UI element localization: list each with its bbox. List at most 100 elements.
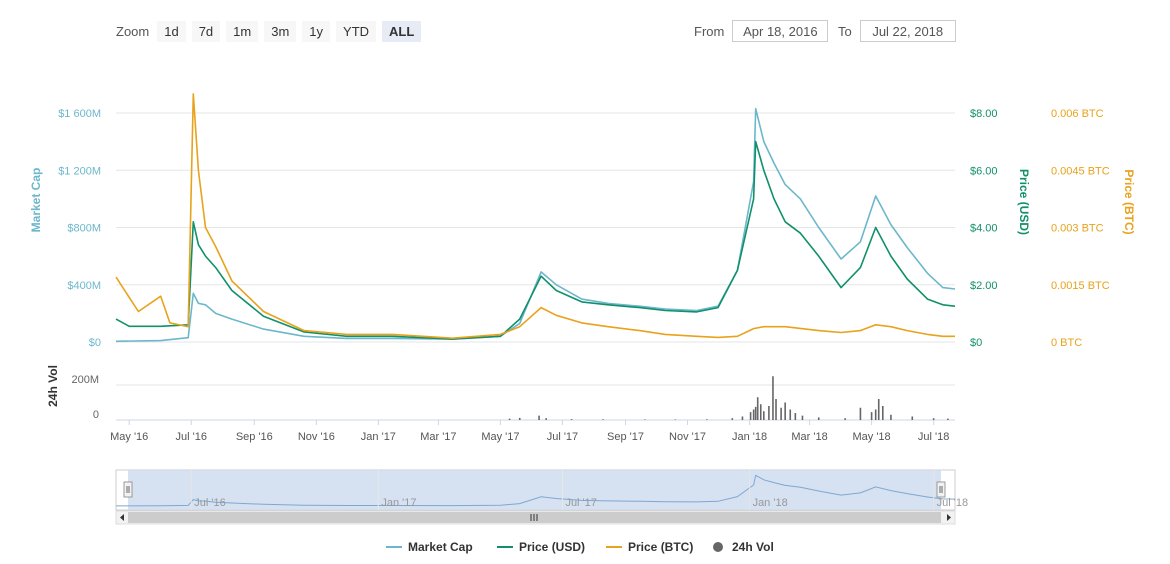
volume-bar — [763, 411, 765, 420]
range-to-input[interactable] — [859, 20, 956, 42]
range-from-input[interactable] — [732, 20, 829, 42]
navigator-selection — [128, 470, 941, 510]
price-btc-tick-label: 0.0015 BTC — [1051, 280, 1110, 292]
market-cap-line — [115, 107, 956, 343]
volume-bar — [768, 406, 770, 420]
zoom-bar: Zoom 1d 7d 1m 3m 1y YTD ALL — [116, 20, 427, 42]
x-tick-label: Jul '16 — [176, 431, 207, 443]
volume-bar — [932, 418, 935, 420]
volume-bar — [754, 406, 757, 420]
navigator-tick-label: Jan '17 — [381, 497, 416, 509]
volume-bar — [674, 419, 677, 420]
market-cap-tick-label: $0 — [89, 337, 101, 349]
scroll-left-arrow-icon — [120, 514, 124, 521]
zoom-7d-button[interactable]: 7d — [191, 20, 221, 42]
legend-item: 24h Vol — [732, 540, 774, 554]
x-tick-label: Nov '17 — [669, 431, 706, 443]
price-btc-tick-label: 0.003 BTC — [1051, 223, 1104, 235]
volume-bar — [570, 419, 573, 420]
volume-bar — [789, 409, 792, 420]
market-cap-tick-label: $1 600M — [58, 108, 101, 120]
market-cap-tick-label: $1 200M — [58, 165, 101, 177]
navigator-frame — [115, 469, 956, 511]
market-cap-tick-label: $800M — [67, 223, 101, 235]
volume-bar — [731, 418, 734, 420]
navigator-handle[interactable] — [123, 481, 133, 498]
price-usd-tick-label: $0 — [970, 337, 982, 349]
price-usd-tick-label: $8.00 — [970, 108, 998, 120]
price-usd-axis-title: Price (USD) — [1017, 169, 1031, 235]
zoom-1m-button[interactable]: 1m — [226, 20, 259, 42]
range-to: To — [838, 20, 956, 42]
zoom-1y-button[interactable]: 1y — [302, 20, 331, 42]
legend-item: Price (USD) — [519, 540, 585, 554]
scroll-right-arrow-icon — [947, 514, 951, 521]
volume-bar — [518, 417, 521, 420]
volume-bar — [874, 409, 877, 420]
navigator-handle[interactable] — [936, 481, 946, 498]
volume-bar — [890, 414, 892, 420]
volume-bar — [538, 415, 540, 420]
scrollbar-track[interactable] — [115, 510, 956, 525]
price-btc-line — [115, 93, 955, 340]
zoom-ytd-button[interactable]: YTD — [336, 20, 377, 42]
range-from-label: From — [694, 23, 725, 39]
x-tick-label: Jul '17 — [547, 431, 578, 443]
plot-area — [115, 93, 956, 420]
x-tick-label: Jul '18 — [918, 431, 949, 443]
zoom-1d-button[interactable]: 1d — [157, 20, 186, 42]
volume-bar — [784, 402, 786, 420]
zoom-all-button[interactable]: ALL — [382, 20, 422, 42]
volume-bar — [881, 406, 884, 420]
volume-bar — [870, 412, 873, 420]
price-usd-tick-label: $6.00 — [970, 165, 998, 177]
volume-bar — [947, 418, 949, 420]
price-btc-axis: 0 BTC 0.0015 BTC 0.003 BTC 0.0045 BTC 0.006 … — [1051, 108, 1110, 349]
navigator-tick-label: Jul '17 — [565, 497, 596, 509]
grid-lines — [116, 112, 955, 421]
scrollbar-thumb[interactable] — [128, 512, 941, 523]
volume-bar — [794, 413, 797, 420]
volume-bar — [817, 417, 820, 420]
volume-axis-title: 24h Vol — [46, 365, 60, 407]
navigator[interactable]: Jul '16 Jan '17 Jul '17 Jan '18 Jul '18 — [115, 469, 968, 525]
x-axis: May '16 Jul '16 Sep '16 Nov '16 Jan '17 Mar '… — [110, 420, 949, 443]
price-usd-tick-label: $2.00 — [970, 280, 998, 292]
navigator-line — [115, 474, 956, 507]
volume-bar — [775, 399, 777, 420]
price-btc-axis-title: Price (BTC) — [1122, 169, 1136, 234]
zoom-3m-button[interactable]: 3m — [264, 20, 297, 42]
legend-item: Market Cap — [408, 540, 473, 554]
price-usd-line — [115, 140, 956, 340]
market-cap-tick-label: $400M — [67, 280, 101, 292]
volume-bar — [756, 397, 759, 420]
zoom-label: Zoom — [116, 23, 150, 39]
x-tick-label: Mar '17 — [420, 431, 456, 443]
navigator-tick-label: Jan '18 — [753, 497, 788, 509]
navigator-tick-label: Jul '16 — [194, 497, 225, 509]
navigator-tick-label: Jul '18 — [937, 497, 968, 509]
volume-axis: 0 200M — [71, 374, 99, 421]
market-cap-axis: $0 $400M $800M $1 200M $1 600M — [58, 108, 101, 349]
volume-bar — [602, 419, 604, 420]
price-btc-tick-label: 0.006 BTC — [1051, 108, 1104, 120]
x-tick-label: Sep '17 — [607, 431, 644, 443]
volume-bar — [741, 416, 744, 420]
x-tick-label: Nov '16 — [298, 431, 335, 443]
legend: Market Cap Price (USD) Price (BTC) 24h Vol — [386, 540, 774, 554]
volume-bar — [859, 407, 862, 420]
x-tick-label: Sep '16 — [236, 431, 273, 443]
legend-item: Price (BTC) — [628, 540, 693, 554]
volume-bar — [508, 418, 511, 420]
market-cap-axis-title: Market Cap — [29, 168, 43, 233]
volume-bar — [749, 412, 752, 420]
x-tick-label: Jan '18 — [732, 431, 767, 443]
legend-symbol — [713, 542, 723, 552]
volume-bar — [752, 409, 755, 420]
volume-bar — [801, 415, 804, 420]
volume-bar — [545, 418, 547, 420]
volume-bar — [644, 419, 646, 420]
range-to-label: To — [838, 23, 852, 39]
volume-bar — [759, 404, 762, 420]
